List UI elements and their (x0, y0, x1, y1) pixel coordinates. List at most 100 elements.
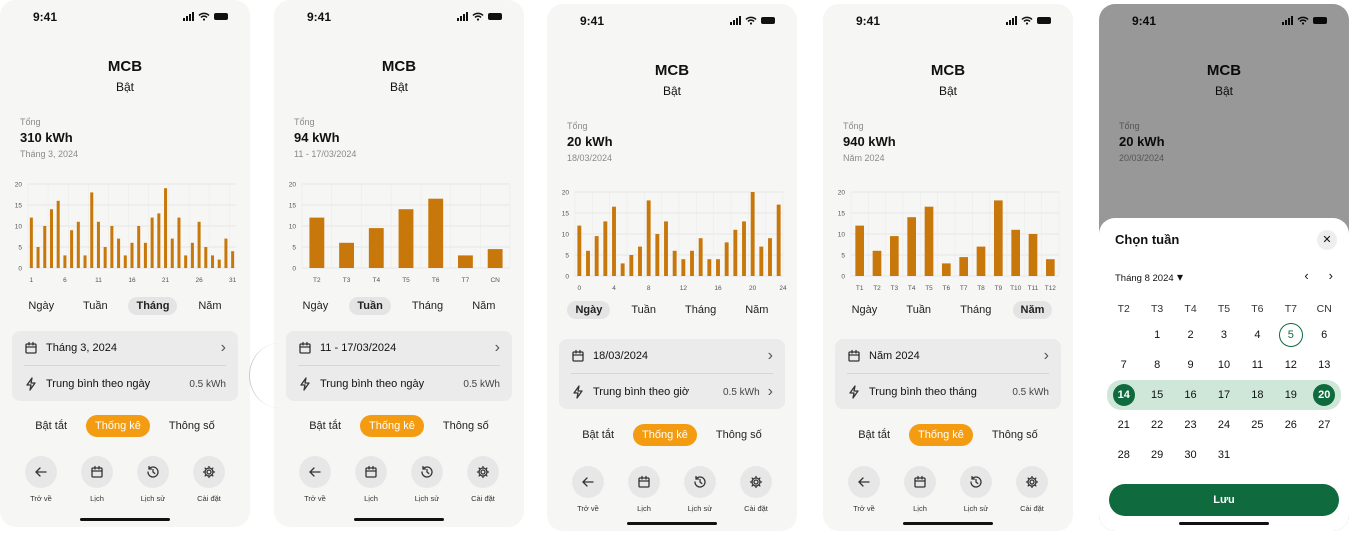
schedule-button[interactable]: Lịch (895, 466, 945, 513)
chart-bar[interactable] (137, 226, 141, 268)
calendar-week[interactable]: 1 2 3 4 5 6 (1107, 320, 1341, 350)
history-button[interactable]: Lịch sử (128, 456, 178, 503)
chart-bar[interactable] (603, 221, 608, 276)
date-picker-row[interactable]: 18/03/2024 › (571, 339, 773, 374)
chart-bar[interactable] (942, 263, 951, 276)
tab-period[interactable]: Ngày (851, 304, 878, 316)
calendar-day[interactable]: 11 (1251, 359, 1264, 371)
calendar-day[interactable]: 8 (1154, 359, 1161, 371)
chart-bar[interactable] (309, 217, 325, 268)
calendar-day[interactable]: 26 (1284, 419, 1297, 431)
chart-bar[interactable] (487, 249, 503, 268)
history-button[interactable]: Lịch sử (402, 456, 452, 503)
chart-bar[interactable] (36, 247, 40, 268)
chart-bar[interactable] (1028, 234, 1038, 276)
tab-period[interactable]: Tháng (960, 304, 992, 316)
tab-period[interactable]: Ngày (28, 300, 55, 312)
chart-bar[interactable] (197, 221, 201, 268)
tab-mode[interactable]: Bật tắt (858, 429, 891, 441)
chart-bar[interactable] (428, 198, 444, 268)
tab-period[interactable]: Tuần (82, 300, 108, 312)
chart-bar[interactable] (231, 251, 235, 268)
tab-mode[interactable]: Thông số (715, 429, 762, 441)
calendar-day[interactable]: 29 (1151, 449, 1164, 461)
chart-bar[interactable] (49, 209, 53, 268)
calendar-day[interactable]: 12 (1284, 359, 1297, 371)
tab-period[interactable]: Năm (745, 304, 769, 316)
chart-bar[interactable] (594, 236, 599, 276)
chart-bar[interactable] (96, 221, 100, 268)
month-selector[interactable]: Tháng 8 2024 ▾ (1115, 270, 1183, 284)
tab-period[interactable]: Năm (472, 300, 496, 312)
calendar-day[interactable]: 20 (1308, 380, 1341, 410)
tab-period[interactable]: Tháng (411, 300, 444, 312)
chart-bar[interactable] (164, 188, 168, 268)
schedule-button[interactable]: Lịch (72, 456, 122, 503)
calendar-day[interactable]: 30 (1184, 449, 1197, 461)
chart-bar[interactable] (29, 217, 33, 268)
tab-period[interactable]: Ngày (302, 300, 329, 312)
back-button[interactable]: Trở về (16, 456, 66, 503)
tab-period[interactable]: Năm (1012, 301, 1053, 319)
chart-bar[interactable] (204, 247, 208, 268)
chart-bar[interactable] (70, 230, 74, 268)
date-picker-row[interactable]: Tháng 3, 2024 › (24, 331, 226, 366)
chart-bar[interactable] (672, 250, 677, 276)
chart-bar[interactable] (190, 242, 194, 268)
chart-bar[interactable] (742, 221, 746, 276)
calendar-day[interactable]: 18 (1251, 389, 1264, 401)
chart-bar[interactable] (224, 238, 228, 268)
tab-period[interactable]: Tháng (685, 304, 717, 316)
chart-bar[interactable] (612, 206, 616, 276)
calendar-day[interactable]: 15 (1151, 389, 1164, 401)
calendar-week[interactable]: 21 22 23 24 25 26 27 (1107, 410, 1341, 440)
chart-bar[interactable] (76, 221, 80, 268)
tab-mode[interactable]: Thông số (168, 420, 215, 432)
chart-bar[interactable] (646, 200, 651, 276)
calendar-day[interactable]: 31 (1217, 449, 1231, 461)
chart-bar[interactable] (959, 257, 968, 276)
chart-bar[interactable] (368, 228, 384, 268)
tab-period[interactable]: Ngày (567, 301, 611, 319)
chart-bar[interactable] (698, 238, 703, 276)
chart-bar[interactable] (123, 255, 127, 268)
calendar-week[interactable]: 28 29 30 31 (1107, 440, 1341, 470)
tab-mode[interactable]: Thống kê (360, 415, 424, 437)
tab-mode[interactable]: Thống kê (633, 424, 697, 446)
settings-button[interactable]: Cài đặt (458, 456, 508, 503)
tab-mode[interactable]: Thông số (442, 420, 489, 432)
chart-bar[interactable] (110, 226, 114, 268)
calendar-day[interactable]: 22 (1151, 419, 1164, 431)
chart-bar[interactable] (586, 250, 590, 276)
chevron-left-icon[interactable]: ‹ (1304, 268, 1309, 283)
tab-mode[interactable]: Bật tắt (309, 420, 342, 432)
chart-bar[interactable] (681, 259, 686, 276)
chart-bar[interactable] (1046, 259, 1055, 276)
tab-period[interactable]: Tuần (349, 297, 391, 315)
close-icon[interactable]: ✕ (1317, 230, 1337, 250)
schedule-button[interactable]: Lịch (619, 466, 669, 513)
calendar-day[interactable]: 3 (1220, 329, 1228, 341)
calendar-day[interactable]: 23 (1184, 419, 1197, 431)
chart-bar[interactable] (339, 242, 354, 268)
calendar-day[interactable]: 6 (1321, 329, 1328, 341)
calendar-day[interactable]: 24 (1217, 419, 1231, 431)
calendar-day[interactable]: 17 (1217, 389, 1231, 401)
tab-mode[interactable]: Thống kê (86, 415, 150, 437)
history-button[interactable]: Lịch sử (675, 466, 725, 513)
calendar-day[interactable]: 21 (1117, 419, 1130, 431)
tab-mode[interactable]: Thống kê (909, 424, 973, 446)
calendar-day[interactable]: 14 (1107, 380, 1140, 410)
chart-bar[interactable] (629, 255, 634, 276)
chart-bar[interactable] (994, 200, 1003, 276)
history-button[interactable]: Lịch sử (951, 466, 1001, 513)
chart-bar[interactable] (655, 234, 660, 276)
calendar-day[interactable]: 5 (1274, 320, 1307, 350)
chart-bar[interactable] (907, 217, 916, 276)
tab-period[interactable]: Tuần (631, 304, 657, 316)
chart-bar[interactable] (690, 250, 694, 276)
settings-button[interactable]: Cài đặt (184, 456, 234, 503)
chart-bar[interactable] (130, 242, 134, 268)
chart-bar[interactable] (157, 213, 161, 268)
back-button[interactable]: Trở về (839, 466, 889, 513)
